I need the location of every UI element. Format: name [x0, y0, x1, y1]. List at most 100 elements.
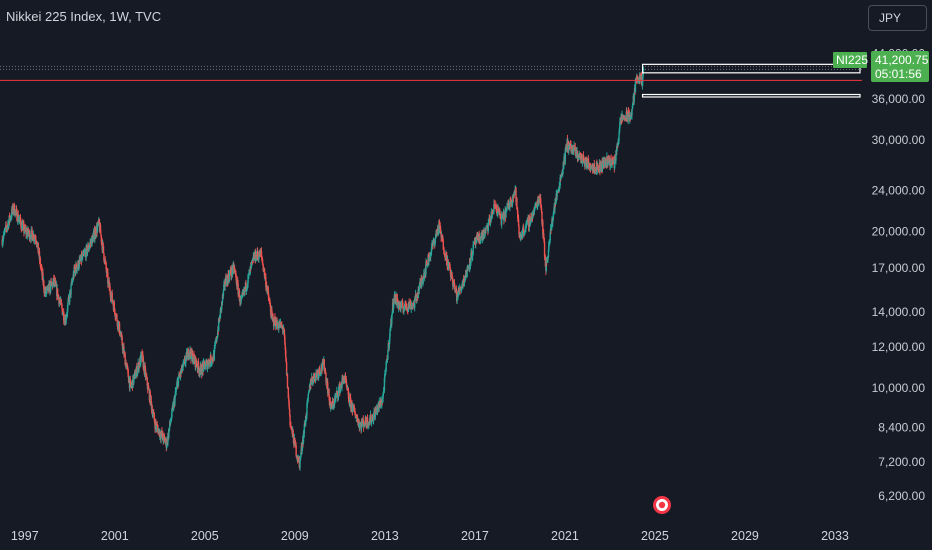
candle-body [99, 224, 102, 234]
candle-body [416, 294, 419, 298]
candle-body [13, 204, 16, 215]
candle-body [387, 351, 389, 360]
candle-body [428, 260, 430, 263]
candle-body [50, 281, 52, 283]
candle-body [447, 263, 450, 270]
candle-body [67, 301, 69, 306]
candle-body [217, 318, 220, 331]
candle-body [517, 218, 520, 227]
x-axis[interactable]: 1997 2001 2005 2009 2013 2017 2021 2025 2029 2033 [11, 529, 849, 543]
candle-body [104, 259, 106, 262]
candle-body [462, 278, 465, 284]
candle-body [634, 80, 637, 93]
candle-body [253, 255, 255, 261]
candle-body [39, 258, 42, 266]
candle-body [347, 390, 350, 400]
candle [30, 226, 32, 243]
candle-body [456, 295, 458, 302]
candle-body [319, 371, 321, 375]
candle-body [408, 302, 410, 307]
candle-body [558, 185, 560, 192]
candle-body [547, 257, 549, 260]
y-axis[interactable]: 44,000.0036,000.0030,000.0024,000.0020,0… [872, 47, 926, 503]
candle-body [560, 174, 563, 178]
candles-layer [1, 66, 645, 471]
candle-body [288, 398, 290, 402]
candle-body [307, 393, 309, 400]
candle-body [455, 287, 457, 294]
candle-body [82, 253, 84, 258]
candle-body [405, 304, 407, 310]
candle-body [288, 401, 290, 409]
event-marker-icon[interactable] [653, 496, 671, 514]
candle-body [593, 163, 596, 173]
candle-body [186, 352, 189, 360]
y-tick-label: 14,000.00 [872, 305, 926, 319]
y-tick-label: 17,000.00 [872, 261, 926, 275]
x-tick-label: 2033 [821, 529, 849, 543]
candle-body [127, 369, 129, 378]
candle-body [443, 250, 445, 255]
candle-body [383, 377, 386, 391]
candle-body [228, 273, 231, 281]
candle-body [384, 373, 386, 378]
candle-body [262, 262, 264, 265]
candle-body [116, 314, 118, 322]
candle [294, 439, 296, 448]
candle-body [299, 458, 301, 468]
candle-body [631, 109, 633, 116]
candle-body [169, 421, 172, 424]
candle-body [267, 290, 270, 297]
candle-body [292, 435, 295, 444]
candle-body [393, 294, 396, 300]
candle-body [467, 267, 469, 271]
y-tick-label: 20,000.00 [872, 225, 926, 239]
candle-body [324, 370, 327, 374]
candle-body [327, 382, 329, 394]
candle-body [31, 229, 33, 235]
candle-body [199, 365, 202, 371]
candle [76, 267, 78, 274]
candle-body [278, 324, 280, 329]
candle-body [288, 408, 291, 415]
candle-body [69, 291, 71, 302]
candle-body [409, 301, 411, 308]
candle-body [289, 414, 291, 425]
candle-body [240, 298, 242, 302]
candle-body [100, 235, 103, 243]
candle-body [544, 258, 547, 267]
y-tick-label: 36,000.00 [872, 92, 926, 106]
candle-body [37, 242, 39, 253]
candle-body [73, 266, 76, 270]
candle-body [487, 222, 490, 232]
candle-body [298, 459, 300, 464]
candle-body [439, 228, 442, 234]
currency-button[interactable]: JPY [868, 5, 927, 31]
candle-body [75, 264, 77, 270]
candle-body [581, 156, 583, 163]
candle [140, 351, 142, 368]
candle-body [578, 158, 580, 159]
candle-body [273, 325, 275, 327]
candle-body [328, 397, 331, 405]
candle-body [539, 198, 542, 206]
candle-body [177, 378, 180, 387]
candle-body [426, 262, 428, 265]
candle-body [16, 209, 18, 221]
price-tag: NI225 41,200.75 05:01:56 [833, 51, 929, 82]
candle [37, 242, 39, 253]
candle [127, 367, 129, 378]
candle-body [527, 218, 530, 228]
candle [262, 259, 264, 265]
candle-body [501, 215, 503, 225]
candle-body [231, 267, 233, 275]
candle-body [287, 387, 290, 399]
candle-body [65, 317, 68, 321]
candle [614, 154, 616, 160]
candle [548, 240, 550, 252]
candle-body [206, 364, 209, 369]
candle-body [430, 253, 432, 258]
candle-body [374, 409, 377, 419]
candle [522, 223, 525, 231]
